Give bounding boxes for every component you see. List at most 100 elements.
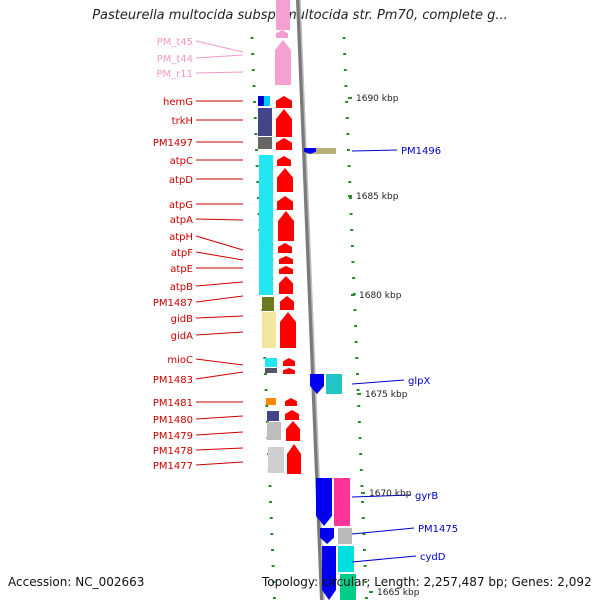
rna-arrow (275, 40, 291, 85)
label-leader-line (195, 447, 244, 451)
gene-label: PM1497 (153, 138, 193, 149)
feature-block (258, 108, 272, 136)
feature-block (340, 574, 356, 600)
label-leader-line (195, 331, 244, 336)
gene-label: atpA (170, 215, 193, 226)
label-leader-line (195, 251, 244, 261)
gene-label: atpE (170, 264, 193, 275)
feature-block (265, 358, 277, 367)
reverse-gene-arrow (279, 276, 293, 294)
reverse-gene-arrow (277, 168, 293, 192)
gene-label: PM1477 (153, 461, 193, 472)
gene-label: hemG (163, 97, 193, 108)
label-leader-line (195, 371, 244, 380)
feature-blocks (258, 0, 356, 600)
feature-block (264, 96, 270, 106)
feature-block (262, 312, 276, 348)
reverse-gene-arrow (278, 243, 292, 253)
reverse-gene-arrow (280, 296, 294, 310)
gene-label: atpG (169, 200, 193, 211)
feature-block (267, 411, 279, 421)
gene-label: gidB (171, 314, 193, 325)
feature-block (259, 155, 273, 295)
feature-block (262, 297, 274, 311)
gene-label: PM_t45 (157, 37, 193, 48)
feature-block (306, 148, 336, 154)
gene-label: PM1480 (153, 415, 193, 426)
label-leader-line (195, 54, 244, 59)
forward-gene-arrow (322, 546, 336, 600)
label-leader-line (195, 358, 244, 366)
label-leader-line (195, 415, 244, 420)
feature-block (338, 528, 352, 544)
gene-label: PM1496 (401, 146, 441, 157)
gene-label: glpX (408, 376, 430, 387)
reverse-gene-arrow (285, 398, 297, 406)
gene-label: PM_t44 (157, 54, 193, 65)
label-leader-line (351, 379, 405, 385)
label-leader-line (195, 315, 244, 319)
label-leader-line (351, 149, 398, 152)
reverse-gene-arrow (283, 358, 295, 366)
label-leader-line (195, 218, 244, 221)
reverse-gene-arrow (278, 211, 294, 241)
label-leader-line (351, 527, 415, 535)
gene-label: PM1475 (418, 524, 458, 535)
label-leader-line (195, 295, 244, 303)
accession-text: Accession: NC_002663 (8, 575, 145, 589)
feature-block (276, 0, 290, 30)
reverse-gene-arrow (286, 421, 300, 441)
gene-label: gyrB (415, 491, 438, 502)
feature-block (338, 546, 354, 572)
label-leader-line (195, 235, 244, 251)
label-leader-line (195, 461, 244, 466)
reverse-gene-arrow (283, 368, 295, 374)
feature-block (268, 447, 284, 473)
feature-block (334, 478, 350, 526)
label-leader-line (195, 431, 244, 436)
gene-label: atpH (169, 232, 193, 243)
feature-block (267, 422, 281, 440)
reverse-gene-arrow (276, 109, 292, 137)
label-leader-line (351, 555, 417, 563)
label-leader-line (195, 281, 244, 287)
reverse-gene-arrow (280, 312, 296, 348)
feature-block (266, 398, 276, 405)
forward-gene-arrow (320, 528, 334, 544)
scale-label: 1680 kbp (359, 291, 402, 301)
label-leader-line (351, 494, 412, 498)
gene-label: trkH (172, 116, 193, 127)
gene-label: gidA (171, 331, 193, 342)
gene-label: PM1483 (153, 375, 193, 386)
reverse-gene-arrow (276, 96, 292, 108)
gene-arrows (275, 30, 336, 600)
label-leader-line (195, 40, 244, 53)
feature-block (326, 374, 342, 394)
gene-label: cydD (420, 552, 446, 563)
reverse-gene-arrow (276, 138, 292, 150)
scale-label: 1665 kbp (377, 588, 420, 598)
gene-label: atpF (171, 248, 193, 259)
gene-label: PM1479 (153, 431, 193, 442)
gene-label: atpC (170, 156, 193, 167)
reverse-gene-arrow (285, 410, 299, 420)
feature-block (265, 368, 277, 373)
gene-labels: PM_t45 PM_t44 PM_r11 hemG trkH PM1497 atpC atpD… (153, 37, 458, 563)
gene-label: PM1478 (153, 446, 193, 457)
scale-label: 1685 kbp (356, 192, 399, 202)
feature-block (258, 137, 272, 149)
reverse-gene-arrow (277, 196, 293, 210)
reverse-gene-arrow (279, 266, 293, 274)
gene-label: PM_r11 (157, 69, 194, 80)
label-leader-lines (195, 40, 417, 563)
reverse-gene-arrow (277, 156, 291, 166)
scale-label: 1675 kbp (365, 390, 408, 400)
topology-text: Topology: circular; Length: 2,257,487 bp… (262, 575, 592, 589)
gene-label: PM1481 (153, 398, 193, 409)
gene-label: PM1487 (153, 298, 193, 309)
scale-labels: 1690 kbp 1685 kbp 1680 kbp 1675 kbp 1670 kbp… (356, 94, 420, 598)
scale-label: 1670 kbp (369, 489, 412, 499)
scale-label: 1690 kbp (356, 94, 399, 104)
